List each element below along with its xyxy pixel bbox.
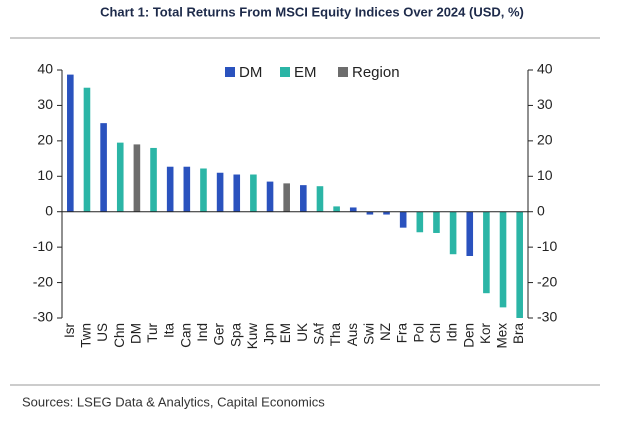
x-tick-label: Isr: [62, 322, 77, 338]
x-tick-label: Mex: [495, 323, 510, 349]
x-tick-label: Ger: [212, 323, 227, 346]
x-tick-label: SAf: [312, 323, 327, 345]
x-tick-label: Chl: [428, 323, 443, 343]
bar: [183, 166, 191, 212]
x-tick-label: EM: [278, 323, 293, 343]
bar: [399, 211, 407, 228]
x-tick-label: Jpn: [262, 323, 277, 345]
y-tick-label: 30: [37, 96, 53, 112]
bar: [216, 172, 224, 212]
x-tick-label: Idn: [445, 323, 460, 342]
bar: [150, 147, 157, 212]
legend-label: EM: [294, 64, 317, 81]
bar: [483, 211, 490, 294]
x-tick-label: US: [95, 323, 110, 342]
bar: [100, 123, 107, 212]
bar: [333, 206, 340, 212]
bar: [416, 211, 424, 233]
bar: [266, 181, 274, 212]
y-tick-label: -30: [33, 309, 53, 325]
x-tick-label: UK: [295, 323, 310, 342]
x-tick-label: Aus: [345, 323, 360, 347]
x-tick-label: Pol: [411, 323, 426, 343]
y2-tick-label: 0: [537, 202, 545, 218]
x-tick-label: Bra: [511, 323, 526, 345]
bar: [466, 211, 474, 256]
x-tick-label: Ita: [162, 323, 177, 339]
y-tick-label: -20: [33, 273, 53, 289]
x-tick-label: Spa: [228, 323, 243, 348]
y2-tick-label: -30: [537, 309, 557, 325]
x-tick-label: Tha: [328, 323, 343, 347]
x-tick-label: Kor: [478, 323, 493, 345]
x-tick-label: Swi: [361, 323, 376, 345]
y-tick-label: 10: [37, 167, 53, 183]
bar: [300, 185, 307, 212]
y2-tick-label: 30: [537, 96, 553, 112]
bar: [349, 207, 357, 212]
bar: [366, 211, 374, 215]
bar: [83, 87, 91, 212]
x-tick-label: Chn: [112, 323, 127, 348]
bar: [516, 211, 523, 318]
x-tick-label: Kuw: [245, 323, 260, 350]
y-tick-label: 0: [45, 202, 53, 218]
y2-tick-label: -10: [537, 238, 557, 254]
bar: [116, 142, 124, 212]
legend-label: DM: [239, 64, 262, 81]
x-tick-label: Twn: [79, 323, 94, 348]
legend-swatch: [225, 67, 235, 77]
x-tick-label: Ind: [195, 323, 210, 342]
bar: [200, 168, 207, 212]
bar: [133, 144, 141, 212]
x-tick-label: Tur: [145, 322, 160, 342]
legend-swatch: [280, 67, 290, 77]
y-tick-label: 20: [37, 132, 53, 148]
x-tick-label: Can: [178, 323, 193, 348]
bar: [67, 74, 74, 212]
legend-swatch: [338, 67, 348, 77]
y2-tick-label: 10: [537, 167, 553, 183]
y2-tick-label: 40: [537, 61, 553, 77]
bar: [433, 211, 440, 233]
chart-title: Chart 1: Total Returns From MSCI Equity …: [100, 4, 524, 19]
bar: [166, 166, 174, 212]
bar: [383, 211, 390, 215]
source: Sources: LSEG Data & Analytics, Capital …: [22, 394, 325, 409]
bar: [316, 186, 324, 212]
x-tick-label: Fra: [395, 323, 410, 344]
y-tick-label: -10: [33, 238, 53, 254]
x-tick-label: Den: [461, 323, 476, 348]
x-tick-label: DM: [128, 323, 143, 344]
x-tick-label: NZ: [378, 323, 393, 341]
bar: [449, 211, 457, 255]
bar: [233, 174, 241, 212]
y-tick-label: 40: [37, 61, 53, 77]
bar: [250, 174, 257, 212]
bar: [499, 211, 507, 308]
y2-tick-label: -20: [537, 273, 557, 289]
legend-label: Region: [352, 64, 400, 81]
bar: [283, 183, 290, 212]
y2-tick-label: 20: [537, 132, 553, 148]
